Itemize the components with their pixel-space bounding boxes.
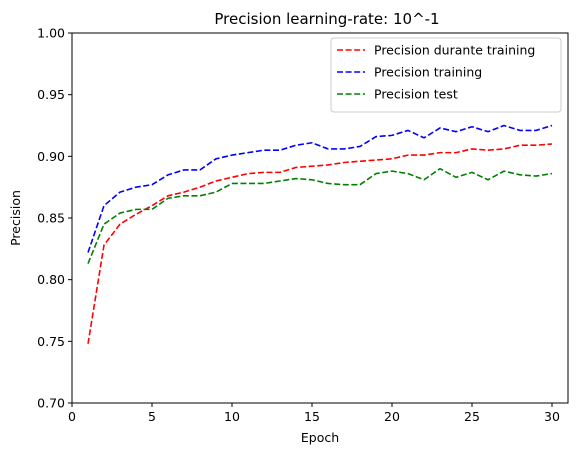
y-tick-label: 0.75: [37, 334, 65, 349]
y-tick-label: 0.90: [37, 149, 65, 164]
legend: Precision durante training Precision trai…: [330, 37, 562, 113]
x-tick-label: 0: [68, 409, 76, 424]
legend-label-0: Precision durante training: [374, 43, 535, 58]
x-tick-label: 10: [224, 409, 240, 424]
series-line-2: [87, 167, 553, 264]
y-tick-label: 1.00: [37, 26, 65, 41]
legend-label-2: Precision test: [374, 87, 458, 102]
x-axis: 0 5 10 15 20 25 30: [68, 403, 560, 424]
legend-frame: [330, 37, 562, 113]
series-line-0: [87, 143, 553, 344]
y-tick-label: 0.80: [37, 272, 65, 287]
plot-area: [87, 124, 553, 344]
y-axis: 0.70 0.75 0.80 0.85 0.90 0.95 1.00: [37, 26, 72, 411]
y-tick-label: 0.85: [37, 211, 65, 226]
x-axis-label: Epoch: [301, 430, 339, 445]
x-tick-label: 20: [384, 409, 400, 424]
x-tick-label: 30: [544, 409, 560, 424]
y-tick-label: 0.70: [37, 396, 65, 411]
x-tick-label: 25: [464, 409, 480, 424]
chart-title: Precision learning-rate: 10^-1: [214, 10, 439, 28]
y-axis-label: Precision: [8, 190, 23, 246]
x-tick-label: 15: [304, 409, 320, 424]
series-line-1: [87, 124, 553, 253]
legend-label-1: Precision training: [374, 65, 482, 80]
y-tick-label: 0.95: [37, 87, 65, 102]
x-tick-label: 5: [148, 409, 156, 424]
